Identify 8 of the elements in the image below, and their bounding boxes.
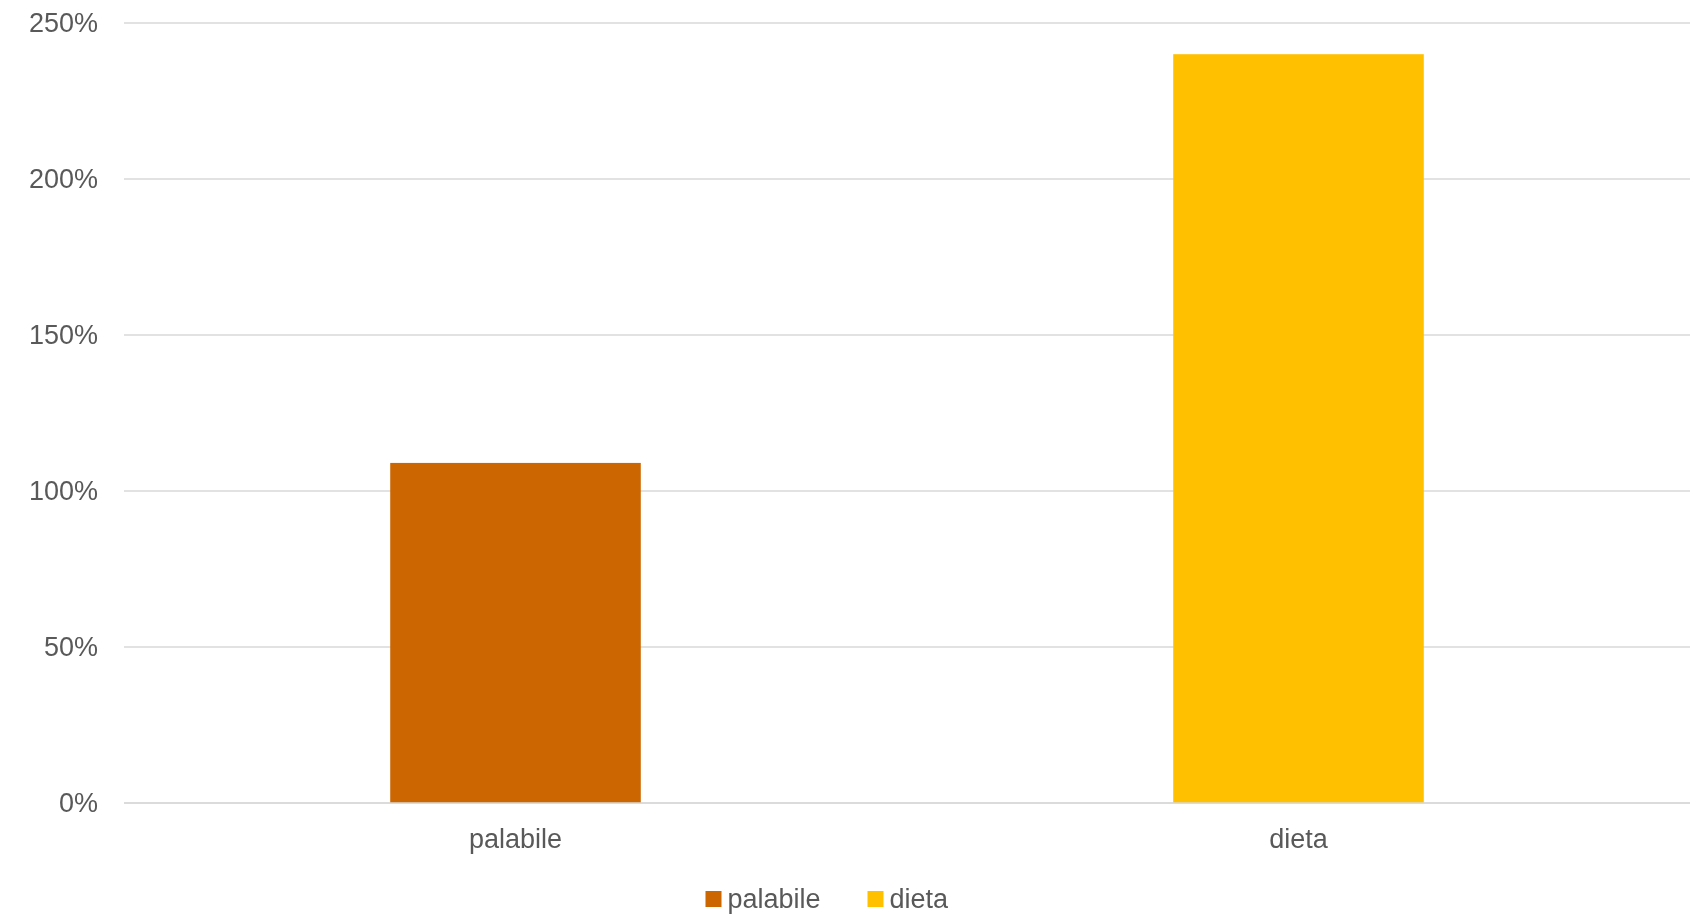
y-tick-label: 50% [43, 632, 98, 663]
y-tick-label: 200% [28, 164, 98, 195]
y-tick-label: 250% [28, 8, 98, 39]
legend-label: palabile [727, 884, 821, 915]
y-tick-label: 0% [58, 788, 98, 819]
y-tick-label: 150% [28, 320, 98, 351]
legend-label: dieta [889, 884, 950, 915]
y-tick-label: 100% [28, 476, 98, 507]
